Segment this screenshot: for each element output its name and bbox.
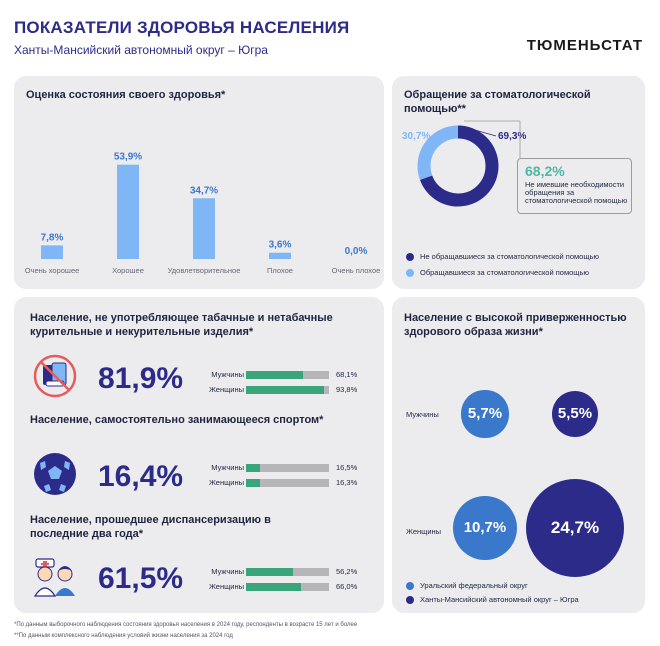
gender-bar-track <box>246 371 329 379</box>
gender-label: Женщины <box>208 582 244 591</box>
legend-khmao: Ханты-Мансийский автономный округ – Югра <box>406 595 579 604</box>
gender-label: Женщины <box>208 478 244 487</box>
gender-bar-row: Женщины 16,3% <box>190 477 370 489</box>
donut-label-visited: 30,7% <box>402 131 431 142</box>
legend-label: Обращавшиеся за стоматологической помощь… <box>420 268 590 277</box>
dental-care-panel: Обращение за стоматологической помощью**… <box>392 76 645 289</box>
row-label-men: Мужчины <box>406 410 439 419</box>
bar-value-label: 7,8% <box>41 232 64 243</box>
gender-bar-fill <box>246 386 324 394</box>
health-assessment-panel: Оценка состояния своего здоровья* 7,8% Оч… <box>14 76 384 289</box>
gender-bar-track <box>246 464 329 472</box>
footnote-2: **По данным комплексного наблюдения усло… <box>14 633 233 639</box>
bubble: 5,5% <box>551 390 599 438</box>
non-smokers-title: Население, не употребляющее табачные и н… <box>30 312 333 338</box>
gender-label: Мужчины <box>211 567 244 576</box>
bubble: 10,7% <box>452 495 518 561</box>
bar-value-label: 34,7% <box>190 185 218 196</box>
no-smoking-icon <box>32 353 78 399</box>
gender-value: 16,5% <box>336 463 358 472</box>
gender-bar-fill <box>246 479 260 487</box>
callout-text: Не имевшие необходимости обращения за ст… <box>525 180 628 205</box>
bar-category-label: Очень плохое <box>332 266 381 275</box>
dental-donut <box>416 124 500 208</box>
legend-dot-light <box>406 268 414 277</box>
bar-1 <box>117 164 139 259</box>
gender-label: Мужчины <box>211 463 244 472</box>
gender-bar-fill <box>246 583 301 591</box>
legend-label: Ханты-Мансийский автономный округ – Югра <box>420 595 579 604</box>
bubble: 5,7% <box>461 390 509 438</box>
healthy-lifestyle-panel: Население с высокой приверженностью здор… <box>392 297 645 613</box>
legend-dot-dark <box>406 595 414 604</box>
donut-label-not-visited: 69,3% <box>498 131 527 142</box>
gender-bar-track <box>246 583 329 591</box>
gender-value: 56,2% <box>336 567 358 576</box>
page-subtitle: Ханты-Мансийский автономный округ – Югра <box>14 43 268 57</box>
legend-label: Уральский федеральный округ <box>420 581 528 590</box>
bar-category-label: Хорошее <box>112 266 144 275</box>
legend-not-visited: Не обращавшиеся за стоматологической пом… <box>406 252 599 261</box>
bubble: 24,7% <box>526 479 624 577</box>
bar-category-label: Удовлетворительное <box>168 266 241 275</box>
gender-bar-track <box>246 568 329 576</box>
gender-value: 93,8% <box>336 385 358 394</box>
brand-logo: ТЮМЕНЬСТАТ <box>526 37 643 54</box>
gender-value: 66,0% <box>336 582 358 591</box>
gender-value: 68,1% <box>336 370 358 379</box>
legend-ural: Уральский федеральный округ <box>406 581 528 590</box>
checkup-title: Население, прошедшее диспансеризацию в п… <box>30 514 271 540</box>
gender-bar-fill <box>246 371 303 379</box>
legend-dot-dark <box>406 252 414 261</box>
callout-value: 68,2% <box>525 163 565 179</box>
gender-bar-track <box>246 386 329 394</box>
bar-category-label: Очень хорошее <box>25 266 80 275</box>
gender-value: 16,3% <box>336 478 358 487</box>
legend-label: Не обращавшиеся за стоматологической пом… <box>420 252 600 261</box>
gender-label: Мужчины <box>211 370 244 379</box>
checkup-value: 61,5% <box>98 562 184 595</box>
gender-bar-row: Женщины 93,8% <box>190 384 370 396</box>
donut-slice-1 <box>417 125 499 207</box>
bar-3 <box>269 252 291 259</box>
bar-value-label: 3,6% <box>269 240 292 251</box>
population-indicators-panel: Население, не употребляющее табачные и н… <box>14 297 384 613</box>
gender-bar-row: Мужчины 56,2% <box>190 566 370 578</box>
healthy-lifestyle-title: Население с высокой приверженностью здор… <box>404 312 627 338</box>
sport-value: 16,4% <box>98 460 184 493</box>
legend-dot-mid <box>406 581 414 590</box>
health-assessment-title: Оценка состояния своего здоровья* <box>26 89 226 101</box>
non-smokers-value: 81,9% <box>98 362 184 395</box>
gender-label: Женщины <box>208 385 244 394</box>
health-assessment-chart: 7,8% Очень хорошее 53,9% Хорошее 34,7% Удовле… <box>25 152 381 275</box>
gender-bar-row: Мужчины 68,1% <box>190 369 370 381</box>
doctor-patient-icon <box>32 554 78 600</box>
gender-bar-fill <box>246 464 260 472</box>
row-label-women: Женщины <box>406 527 442 536</box>
dental-care-title: Обращение за стоматологической помощью** <box>404 89 591 115</box>
gender-bar-row: Женщины 66,0% <box>190 581 370 593</box>
soccer-ball-icon <box>32 451 78 497</box>
legend-visited: Обращавшиеся за стоматологической помощь… <box>406 268 589 277</box>
gender-bar-track <box>246 479 329 487</box>
gender-bar-fill <box>246 568 293 576</box>
dental-callout: 68,2% Не имевшие необходимости обращения… <box>517 158 632 214</box>
bar-0 <box>41 245 63 259</box>
footnote-1: *По данным выборочного наблюдения состоя… <box>14 622 358 628</box>
bar-value-label: 0,0% <box>345 246 368 257</box>
sport-title: Население, самостоятельно занимающееся с… <box>30 414 324 426</box>
page-title: ПОКАЗАТЕЛИ ЗДОРОВЬЯ НАСЕЛЕНИЯ <box>14 18 350 37</box>
bar-value-label: 53,9% <box>114 152 142 163</box>
bar-2 <box>193 198 215 259</box>
gender-bar-row: Мужчины 16,5% <box>190 462 370 474</box>
bar-category-label: Плохое <box>267 266 293 275</box>
